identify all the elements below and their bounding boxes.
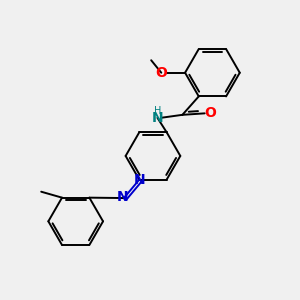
Text: N: N (117, 190, 128, 204)
Text: O: O (155, 66, 167, 80)
Text: N: N (152, 111, 163, 125)
Text: N: N (134, 173, 146, 187)
Text: O: O (204, 106, 216, 120)
Text: H: H (154, 106, 161, 116)
